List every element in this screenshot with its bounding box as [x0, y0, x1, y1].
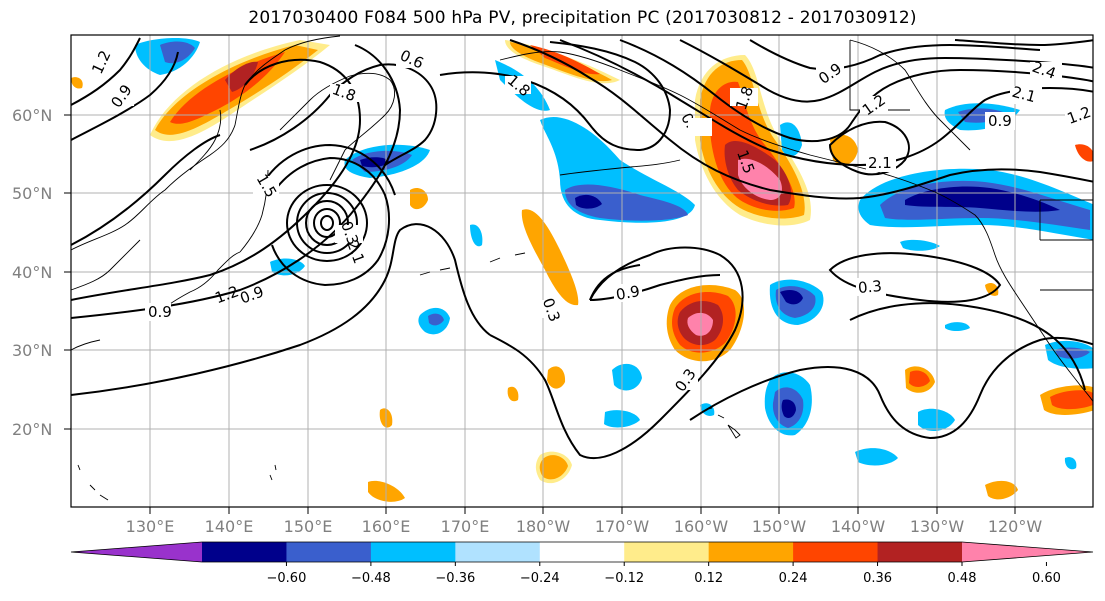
lon-axis [149, 507, 1016, 514]
lat-label: 40°N [12, 263, 52, 282]
lon-label: 130°W [910, 517, 965, 536]
lon-label: 150°W [752, 517, 807, 536]
map-title: 2017030400 F084 500 hPa PV, precipitatio… [248, 8, 917, 28]
lon-label: 140°E [205, 517, 254, 536]
vortex-rings [286, 184, 368, 262]
colorbar-swatch [624, 542, 710, 562]
lon-label: 160°W [674, 517, 729, 536]
lon-label: 180°W [516, 517, 571, 536]
map-frame [70, 34, 1094, 508]
colorbar-swatch [708, 542, 794, 562]
lon-label: 130°E [126, 517, 175, 536]
lat-axis [64, 114, 71, 430]
lat-label: 50°N [12, 184, 52, 203]
colorbar: −0.60 −0.48 −0.36 −0.24 −0.12 0.12 0.24 0.36 0.4… [70, 541, 1094, 586]
colorbar-tick-label: −0.36 [435, 571, 475, 586]
contour-label: 0.3 [857, 277, 882, 297]
lat-labels: 60°N 50°N 40°N 30°N 20°N [12, 106, 52, 439]
coastlines [71, 35, 1093, 501]
lat-label: 20°N [12, 420, 52, 439]
colorbar-tick-label: 0.48 [948, 571, 977, 586]
contour-labels: 1.2 0.9 0.9 0.6 1.8 1.5 0.3 0.3 1.8 0.9 … [88, 46, 1093, 395]
lon-label: 170°W [595, 517, 650, 536]
colorbar-extend-min [71, 542, 202, 562]
colorbar-swatch [877, 542, 963, 562]
colorbar-swatch [286, 542, 372, 562]
colorbar-tick-label: −0.48 [351, 571, 391, 586]
colorbar-tick-label: 0.60 [1032, 571, 1061, 586]
lon-label: 150°E [284, 517, 333, 536]
contour-label: 2.1 [868, 154, 892, 172]
lon-label: 170°E [441, 517, 490, 536]
colorbar-extend-max [962, 542, 1093, 562]
colorbar-tick-label: 0.12 [694, 571, 723, 586]
lat-label: 60°N [12, 106, 52, 125]
colorbar-tick-label: −0.60 [267, 571, 307, 586]
contour-label: 0.9 [615, 282, 642, 304]
colorbar-swatch [202, 542, 287, 562]
colorbar-tick-label: −0.12 [604, 571, 644, 586]
colorbar-tick-label: 0.36 [863, 571, 892, 586]
precip-shading [71, 38, 1093, 502]
lon-label: 120°W [988, 517, 1043, 536]
colorbar-swatch [370, 542, 456, 562]
colorbar-swatch [539, 542, 625, 562]
lon-label: 160°E [362, 517, 411, 536]
colorbar-tick-label: 0.24 [779, 571, 808, 586]
lon-labels: 130°E 140°E 150°E 160°E 170°E 180°W 170°… [126, 517, 1043, 536]
colorbar-swatch [793, 542, 879, 562]
colorbar-tick-label: −0.24 [520, 571, 560, 586]
colorbar-swatch [455, 542, 541, 562]
lat-label: 30°N [12, 341, 52, 360]
contour-label: 0.9 [988, 112, 1012, 130]
contour-label: 2.1 [1010, 83, 1038, 107]
lon-label: 140°W [831, 517, 886, 536]
colorbar-outline [70, 541, 1094, 563]
contour-label: 0.9 [148, 303, 172, 321]
